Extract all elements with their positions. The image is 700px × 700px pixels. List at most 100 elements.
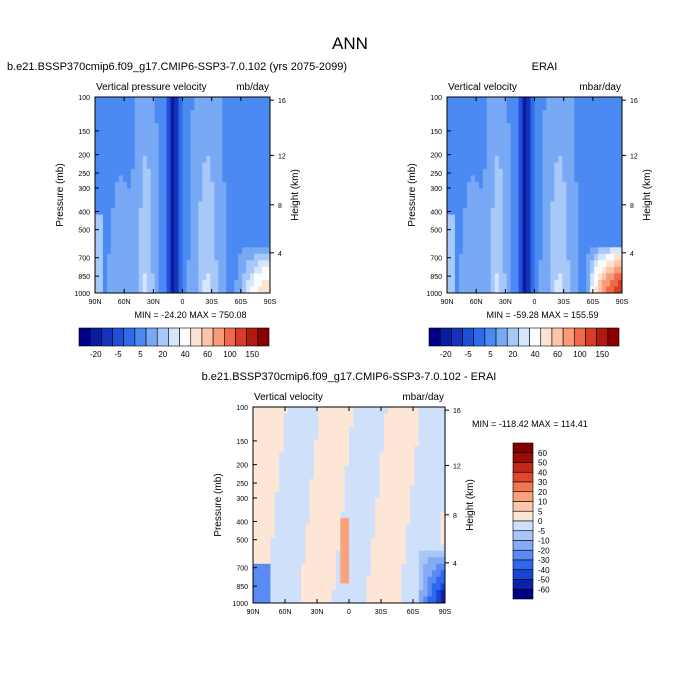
heatmap-cell xyxy=(106,110,112,117)
heatmap-cell xyxy=(388,511,394,519)
heatmap-cell xyxy=(353,505,359,512)
heatmap-cell xyxy=(546,123,551,131)
heatmap-cell xyxy=(506,136,512,144)
heatmap-cell xyxy=(266,214,271,222)
heatmap-cell xyxy=(114,234,120,242)
heatmap-cell xyxy=(462,266,468,274)
heatmap-cell xyxy=(214,195,219,202)
heatmap-cell xyxy=(590,162,595,170)
heatmap-cell xyxy=(606,208,611,215)
heatmap-cell xyxy=(190,136,195,144)
heatmap-cell xyxy=(462,286,468,294)
heatmap-cell xyxy=(254,103,259,111)
heatmap-cell xyxy=(301,524,306,532)
heatmap-cell xyxy=(134,201,140,209)
heatmap-cell xyxy=(218,181,223,189)
heatmap-cell xyxy=(614,168,619,176)
heatmap-cell xyxy=(254,253,259,261)
heatmap-cell xyxy=(226,110,231,117)
heatmap-cell xyxy=(423,563,428,571)
heatmap-cell xyxy=(474,266,480,274)
heatmap-cell xyxy=(257,459,263,467)
heatmap-cell xyxy=(166,247,171,255)
heatmap-cell xyxy=(218,195,223,202)
heatmap-cell xyxy=(296,531,302,539)
heatmap-cell xyxy=(218,175,223,183)
heatmap-cell xyxy=(266,563,271,571)
heatmap-cell xyxy=(458,123,464,131)
heatmap-cell xyxy=(494,227,500,235)
heatmap-cell xyxy=(550,123,555,131)
heatmap-cell xyxy=(447,227,452,235)
heatmap-cell xyxy=(388,524,394,532)
heatmap-cell xyxy=(482,181,488,189)
heatmap-cell xyxy=(142,273,148,281)
heatmap-cell xyxy=(246,129,251,137)
heatmap-cell xyxy=(594,227,599,235)
heatmap-cell xyxy=(357,557,363,565)
x-tick-label: 30N xyxy=(499,299,512,306)
heatmap-cell xyxy=(130,227,136,235)
heatmap-cell xyxy=(606,201,611,209)
heatmap-cell xyxy=(178,103,183,111)
colorbar-swatch xyxy=(428,327,441,347)
heatmap-cell xyxy=(401,478,407,486)
heatmap-cell xyxy=(375,518,380,525)
panel-units-label: mb/day xyxy=(236,82,269,93)
heatmap-cell xyxy=(423,491,428,499)
heatmap-cell xyxy=(150,253,156,261)
heatmap-cell xyxy=(578,181,583,189)
heatmap-cell xyxy=(610,142,615,150)
heatmap-cell xyxy=(246,136,251,144)
heatmap-cell xyxy=(146,110,152,117)
heatmap-cell xyxy=(586,162,591,170)
heatmap-cell xyxy=(335,589,341,597)
heatmap-cell xyxy=(318,439,324,447)
heatmap-cell xyxy=(174,129,179,137)
heatmap-cell xyxy=(130,188,136,196)
heatmap-cell xyxy=(458,155,464,163)
heatmap-cell xyxy=(454,279,460,287)
heatmap-cell xyxy=(546,221,551,229)
heatmap-cell xyxy=(166,168,171,176)
heatmap-cell xyxy=(170,240,175,248)
heatmap-cell xyxy=(618,214,623,222)
colorbar-label: 40 xyxy=(531,350,540,359)
heatmap-cell xyxy=(410,491,415,499)
heatmap-cell xyxy=(166,129,171,137)
heatmap-cell xyxy=(318,413,324,421)
heatmap-cell xyxy=(586,279,591,287)
heatmap-cell xyxy=(142,227,148,235)
heatmap-cell xyxy=(397,498,402,506)
heatmap-cell xyxy=(375,413,380,421)
heatmap-cell xyxy=(436,413,442,421)
heatmap-cell xyxy=(206,149,211,157)
heatmap-cell xyxy=(397,433,402,441)
heatmap-cell xyxy=(610,97,615,104)
heatmap-cell xyxy=(154,253,160,261)
heatmap-cell xyxy=(222,247,227,255)
heatmap-cell xyxy=(287,505,293,512)
heatmap-cell xyxy=(258,240,263,248)
heatmap-cell xyxy=(162,136,167,144)
heatmap-cell xyxy=(590,188,595,196)
heatmap-cell xyxy=(98,142,104,150)
heatmap-cell xyxy=(106,286,112,294)
heatmap-cell xyxy=(392,433,398,441)
heatmap-cell xyxy=(309,511,315,519)
heatmap-cell xyxy=(414,452,420,460)
heatmap-cell xyxy=(370,420,376,427)
heatmap-cell xyxy=(154,195,160,202)
heatmap-cell xyxy=(234,175,239,183)
heatmap-cell xyxy=(450,110,456,117)
heatmap-cell xyxy=(253,459,258,467)
heatmap-cell xyxy=(296,413,302,421)
heatmap-cell xyxy=(423,426,428,434)
heatmap-cell xyxy=(254,234,259,242)
heatmap-cell xyxy=(253,426,258,434)
heatmap-cell xyxy=(344,511,350,519)
heatmap-cell xyxy=(440,550,446,558)
heatmap-cell xyxy=(262,266,267,274)
heatmap-cell xyxy=(566,214,571,222)
heatmap-cell xyxy=(366,524,372,532)
